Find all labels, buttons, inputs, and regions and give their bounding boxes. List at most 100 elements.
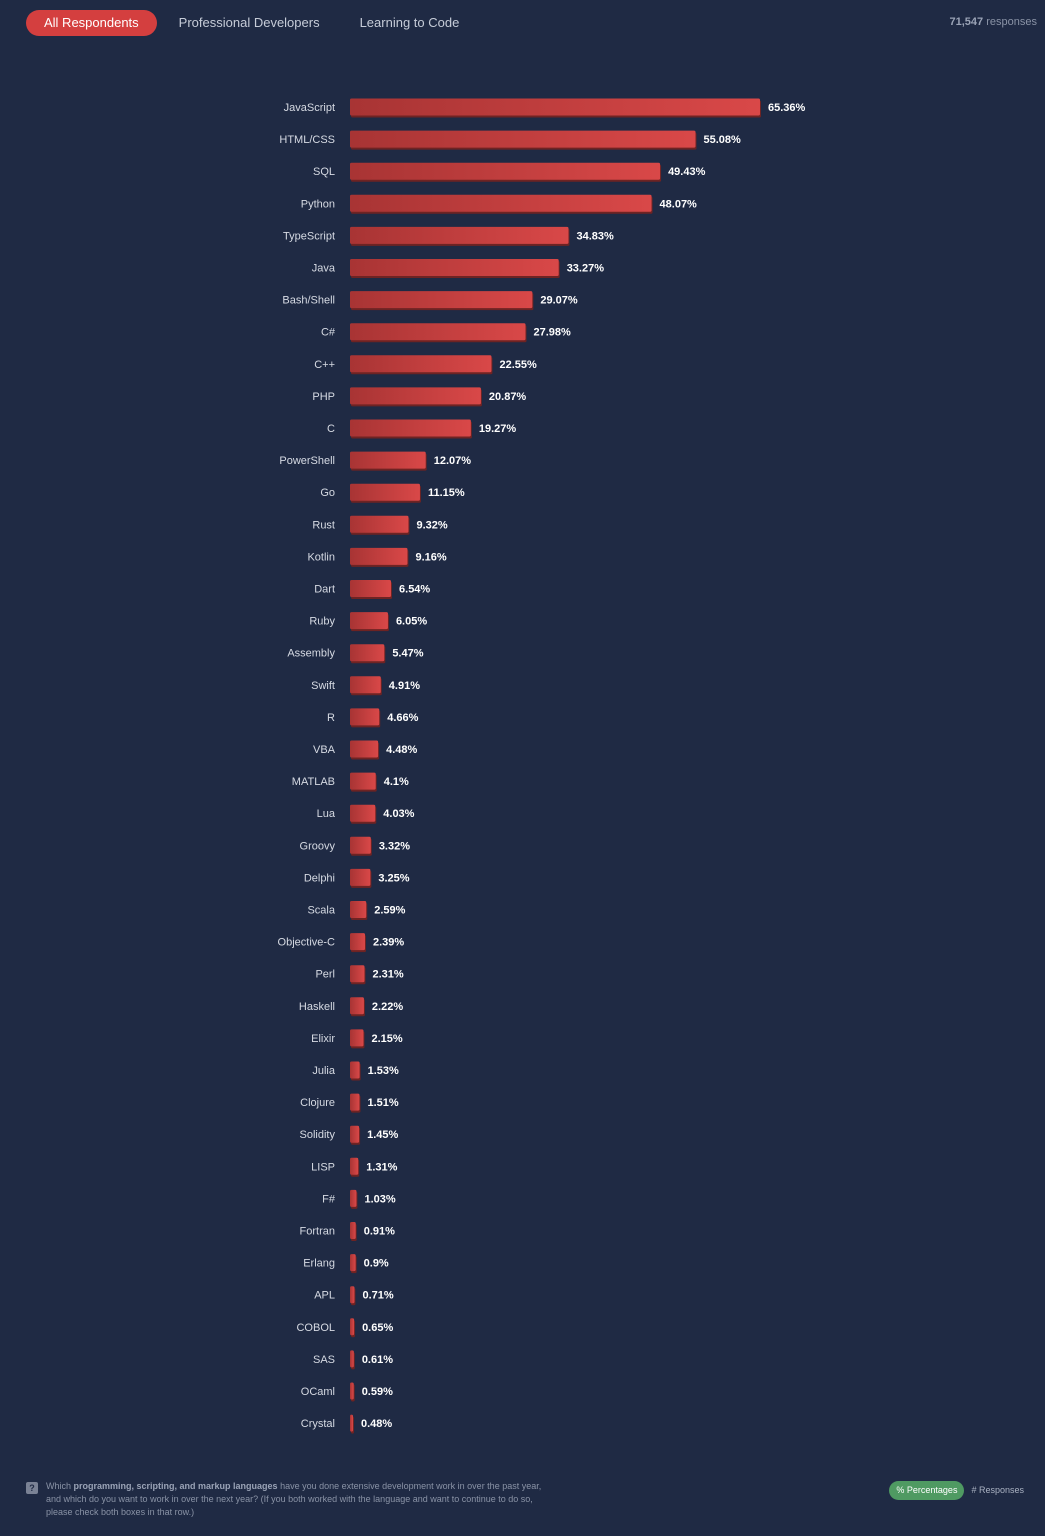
category-label: C#: [321, 327, 336, 339]
value-label: 9.16%: [415, 551, 446, 563]
value-label: 0.48%: [361, 1418, 392, 1430]
category-label: JavaScript: [284, 102, 335, 114]
value-label: 6.54%: [399, 584, 430, 596]
bar[interactable]: [350, 676, 381, 694]
value-label: 1.03%: [364, 1193, 395, 1205]
value-label: 0.61%: [362, 1354, 393, 1366]
bar[interactable]: [350, 226, 569, 244]
value-label: 1.53%: [368, 1065, 399, 1077]
category-label: Assembly: [287, 648, 335, 660]
category-label: HTML/CSS: [279, 134, 335, 146]
category-label: Go: [320, 487, 335, 499]
bar[interactable]: [350, 387, 481, 405]
value-label: 55.08%: [704, 134, 742, 146]
value-label: 4.03%: [383, 808, 414, 820]
value-label: 1.45%: [367, 1129, 398, 1141]
category-label: Haskell: [299, 1001, 335, 1013]
category-label: LISP: [311, 1161, 335, 1173]
bar[interactable]: [350, 515, 409, 533]
category-label: Elixir: [311, 1033, 335, 1045]
bar[interactable]: [350, 483, 420, 501]
bar[interactable]: [350, 1286, 355, 1304]
bar[interactable]: [350, 323, 526, 341]
bar[interactable]: [350, 1157, 359, 1175]
bar[interactable]: [350, 644, 385, 662]
category-label: Crystal: [301, 1418, 335, 1430]
value-label: 12.07%: [434, 455, 472, 467]
category-label: VBA: [313, 744, 336, 756]
bar[interactable]: [350, 580, 392, 597]
bar[interactable]: [350, 451, 426, 469]
value-label: 5.47%: [392, 648, 423, 660]
respondent-tabs: All Respondents Professional Developers …: [26, 10, 481, 36]
value-label: 9.32%: [416, 519, 447, 531]
bar[interactable]: [350, 1029, 364, 1047]
category-label: Bash/Shell: [282, 295, 335, 307]
bar[interactable]: [350, 868, 371, 886]
responses-toggle-button[interactable]: # Responses: [971, 1485, 1024, 1495]
responses-count: 71,547 responses: [950, 16, 1037, 28]
bar[interactable]: [350, 804, 376, 822]
bar[interactable]: [350, 194, 652, 212]
bar[interactable]: [350, 772, 376, 790]
language-bar-chart: JavaScript 65.36% HTML/CSS 55.08% SQL 49.43% P…: [278, 98, 806, 1434]
bar[interactable]: [350, 355, 492, 373]
bar[interactable]: [350, 836, 371, 854]
category-label: COBOL: [296, 1322, 335, 1334]
bar[interactable]: [350, 259, 559, 276]
bar[interactable]: [350, 1350, 354, 1368]
tab-all-respondents[interactable]: All Respondents: [26, 10, 157, 36]
bar[interactable]: [350, 1093, 360, 1111]
bar[interactable]: [350, 901, 367, 918]
bar[interactable]: [350, 1254, 356, 1272]
category-label: Solidity: [300, 1129, 336, 1141]
category-label: Perl: [315, 969, 335, 981]
category-label: OCaml: [301, 1386, 335, 1398]
value-label: 27.98%: [534, 327, 572, 339]
category-label: Objective-C: [278, 937, 336, 949]
survey-question: ? Which programming, scripting, and mark…: [26, 1480, 546, 1519]
help-icon[interactable]: ?: [26, 1482, 38, 1494]
category-label: F#: [322, 1193, 336, 1205]
value-label: 33.27%: [567, 263, 605, 275]
bar[interactable]: [350, 291, 533, 309]
value-label: 2.22%: [372, 1001, 403, 1013]
bar[interactable]: [350, 98, 760, 116]
bar[interactable]: [350, 1125, 360, 1143]
bar[interactable]: [350, 419, 471, 437]
bar[interactable]: [350, 708, 380, 726]
tab-professional-developers[interactable]: Professional Developers: [178, 15, 320, 30]
bar[interactable]: [350, 740, 379, 758]
bar[interactable]: [350, 1414, 354, 1432]
value-label: 11.15%: [428, 487, 465, 499]
value-label: 29.07%: [540, 295, 578, 307]
value-label: 48.07%: [660, 198, 698, 210]
bar[interactable]: [350, 612, 388, 630]
value-label: 49.43%: [668, 166, 706, 178]
value-label: 4.66%: [387, 712, 418, 724]
category-label: Clojure: [300, 1097, 335, 1109]
bar[interactable]: [350, 130, 696, 148]
category-label: Python: [301, 198, 335, 210]
bar[interactable]: [350, 1189, 357, 1207]
bar[interactable]: [350, 1061, 360, 1079]
value-label: 4.48%: [386, 744, 417, 756]
bar[interactable]: [350, 1318, 355, 1336]
value-label: 2.31%: [372, 969, 403, 981]
category-label: Groovy: [300, 840, 336, 852]
tab-learning-to-code[interactable]: Learning to Code: [359, 15, 460, 30]
value-label: 19.27%: [479, 423, 517, 435]
value-label: 0.71%: [362, 1290, 393, 1302]
bar[interactable]: [350, 933, 365, 951]
bar[interactable]: [350, 965, 365, 983]
bar[interactable]: [350, 1382, 354, 1400]
category-label: MATLAB: [292, 776, 335, 788]
category-label: Rust: [312, 519, 335, 531]
responses-count-number: 71,547: [949, 16, 984, 28]
bar[interactable]: [350, 997, 364, 1015]
bar[interactable]: [350, 162, 661, 180]
bar[interactable]: [350, 547, 408, 565]
percentages-toggle-button[interactable]: % Percentages: [889, 1481, 965, 1500]
question-post: have you done extensive development work…: [46, 1481, 542, 1517]
bar[interactable]: [350, 1222, 356, 1239]
